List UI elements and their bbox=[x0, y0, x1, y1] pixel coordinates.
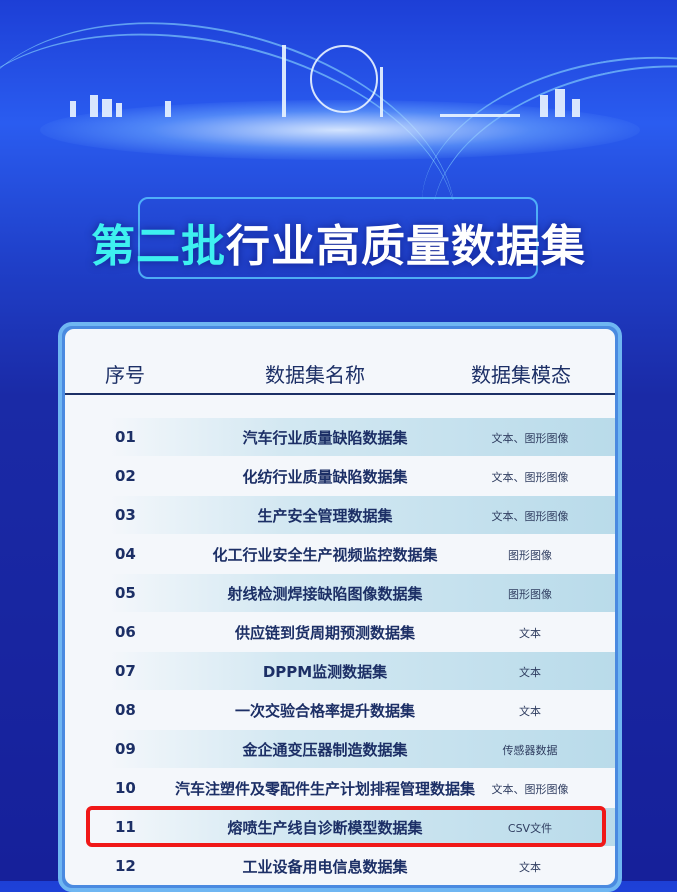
table-header: 序号 数据集名称 数据集模态 bbox=[65, 329, 615, 395]
title-rest: 行业高质量数据集 bbox=[226, 221, 586, 272]
row-number: 04 bbox=[115, 545, 136, 563]
table-row: 11 熔喷生产线自诊断模型数据集 CSV文件 bbox=[65, 808, 615, 846]
table-row: 08 一次交验合格率提升数据集 文本 bbox=[65, 691, 615, 729]
row-number: 07 bbox=[115, 662, 136, 680]
dataset-name: 化纺行业质量缺陷数据集 bbox=[242, 468, 408, 486]
table-row: 07 DPPM监测数据集 文本 bbox=[65, 652, 615, 690]
dataset-name: 生产安全管理数据集 bbox=[257, 507, 393, 525]
dataset-name: 汽车行业质量缺陷数据集 bbox=[242, 429, 408, 447]
dataset-name: 工业设备用电信息数据集 bbox=[242, 858, 408, 876]
dataset-name: 一次交验合格率提升数据集 bbox=[234, 702, 415, 720]
table-row: 01 汽车行业质量缺陷数据集 文本、图形图像 bbox=[65, 418, 615, 456]
title-frame bbox=[138, 197, 538, 279]
row-number: 05 bbox=[115, 584, 136, 602]
table-row: 05 射线检测焊接缺陷图像数据集 图形图像 bbox=[65, 574, 615, 612]
table-row: 02 化纺行业质量缺陷数据集 文本、图形图像 bbox=[65, 457, 615, 495]
row-number: 10 bbox=[115, 779, 136, 797]
table-row: 10 汽车注塑件及零配件生产计划排程管理数据集 文本、图形图像 bbox=[65, 769, 615, 807]
row-number: 06 bbox=[115, 623, 136, 641]
dataset-mode: 传感器数据 bbox=[502, 744, 558, 757]
row-number: 09 bbox=[115, 740, 136, 758]
dataset-mode: 图形图像 bbox=[508, 549, 552, 562]
dataset-mode: CSV文件 bbox=[507, 822, 553, 835]
header-no: 序号 bbox=[105, 363, 145, 387]
row-number: 11 bbox=[115, 818, 136, 836]
table-row: 06 供应链到货周期预测数据集 文本 bbox=[65, 613, 615, 651]
dataset-mode: 图形图像 bbox=[508, 588, 552, 601]
table-row: 04 化工行业安全生产视频监控数据集 图形图像 bbox=[65, 535, 615, 573]
row-number: 02 bbox=[115, 467, 136, 485]
dataset-mode: 文本、图形图像 bbox=[491, 783, 569, 796]
table-row: 12 工业设备用电信息数据集 文本 bbox=[65, 847, 615, 885]
dataset-mode: 文本、图形图像 bbox=[491, 471, 569, 484]
dataset-name: 供应链到货周期预测数据集 bbox=[234, 624, 415, 642]
dataset-mode: 文本 bbox=[519, 627, 541, 640]
dataset-name: 汽车注塑件及零配件生产计划排程管理数据集 bbox=[174, 780, 475, 798]
dataset-mode: 文本、图形图像 bbox=[491, 510, 569, 523]
highlight-box bbox=[86, 806, 606, 847]
dataset-name: 熔喷生产线自诊断模型数据集 bbox=[227, 819, 423, 837]
skyline-icon bbox=[60, 45, 620, 117]
dataset-name: 射线检测焊接缺陷图像数据集 bbox=[227, 585, 423, 603]
page-title: 第二批行业高质量数据集 bbox=[0, 210, 677, 274]
dataset-name: 金企通变压器制造数据集 bbox=[242, 741, 408, 759]
dataset-mode: 文本、图形图像 bbox=[491, 432, 569, 445]
row-number: 12 bbox=[115, 857, 136, 875]
row-number: 01 bbox=[115, 428, 136, 446]
title-highlight: 第二批 bbox=[91, 221, 226, 272]
header-mode: 数据集模态 bbox=[471, 363, 571, 387]
dataset-mode: 文本 bbox=[519, 861, 541, 874]
dataset-mode: 文本 bbox=[519, 705, 541, 718]
city-skyline-banner bbox=[0, 0, 677, 200]
header-name: 数据集名称 bbox=[265, 363, 365, 387]
dataset-name: DPPM监测数据集 bbox=[262, 663, 388, 681]
dataset-mode: 文本 bbox=[519, 666, 541, 679]
row-number: 08 bbox=[115, 701, 136, 719]
row-number: 03 bbox=[115, 506, 136, 524]
table-row: 09 金企通变压器制造数据集 传感器数据 bbox=[65, 730, 615, 768]
table-row: 03 生产安全管理数据集 文本、图形图像 bbox=[65, 496, 615, 534]
dataset-name: 化工行业安全生产视频监控数据集 bbox=[212, 546, 438, 564]
